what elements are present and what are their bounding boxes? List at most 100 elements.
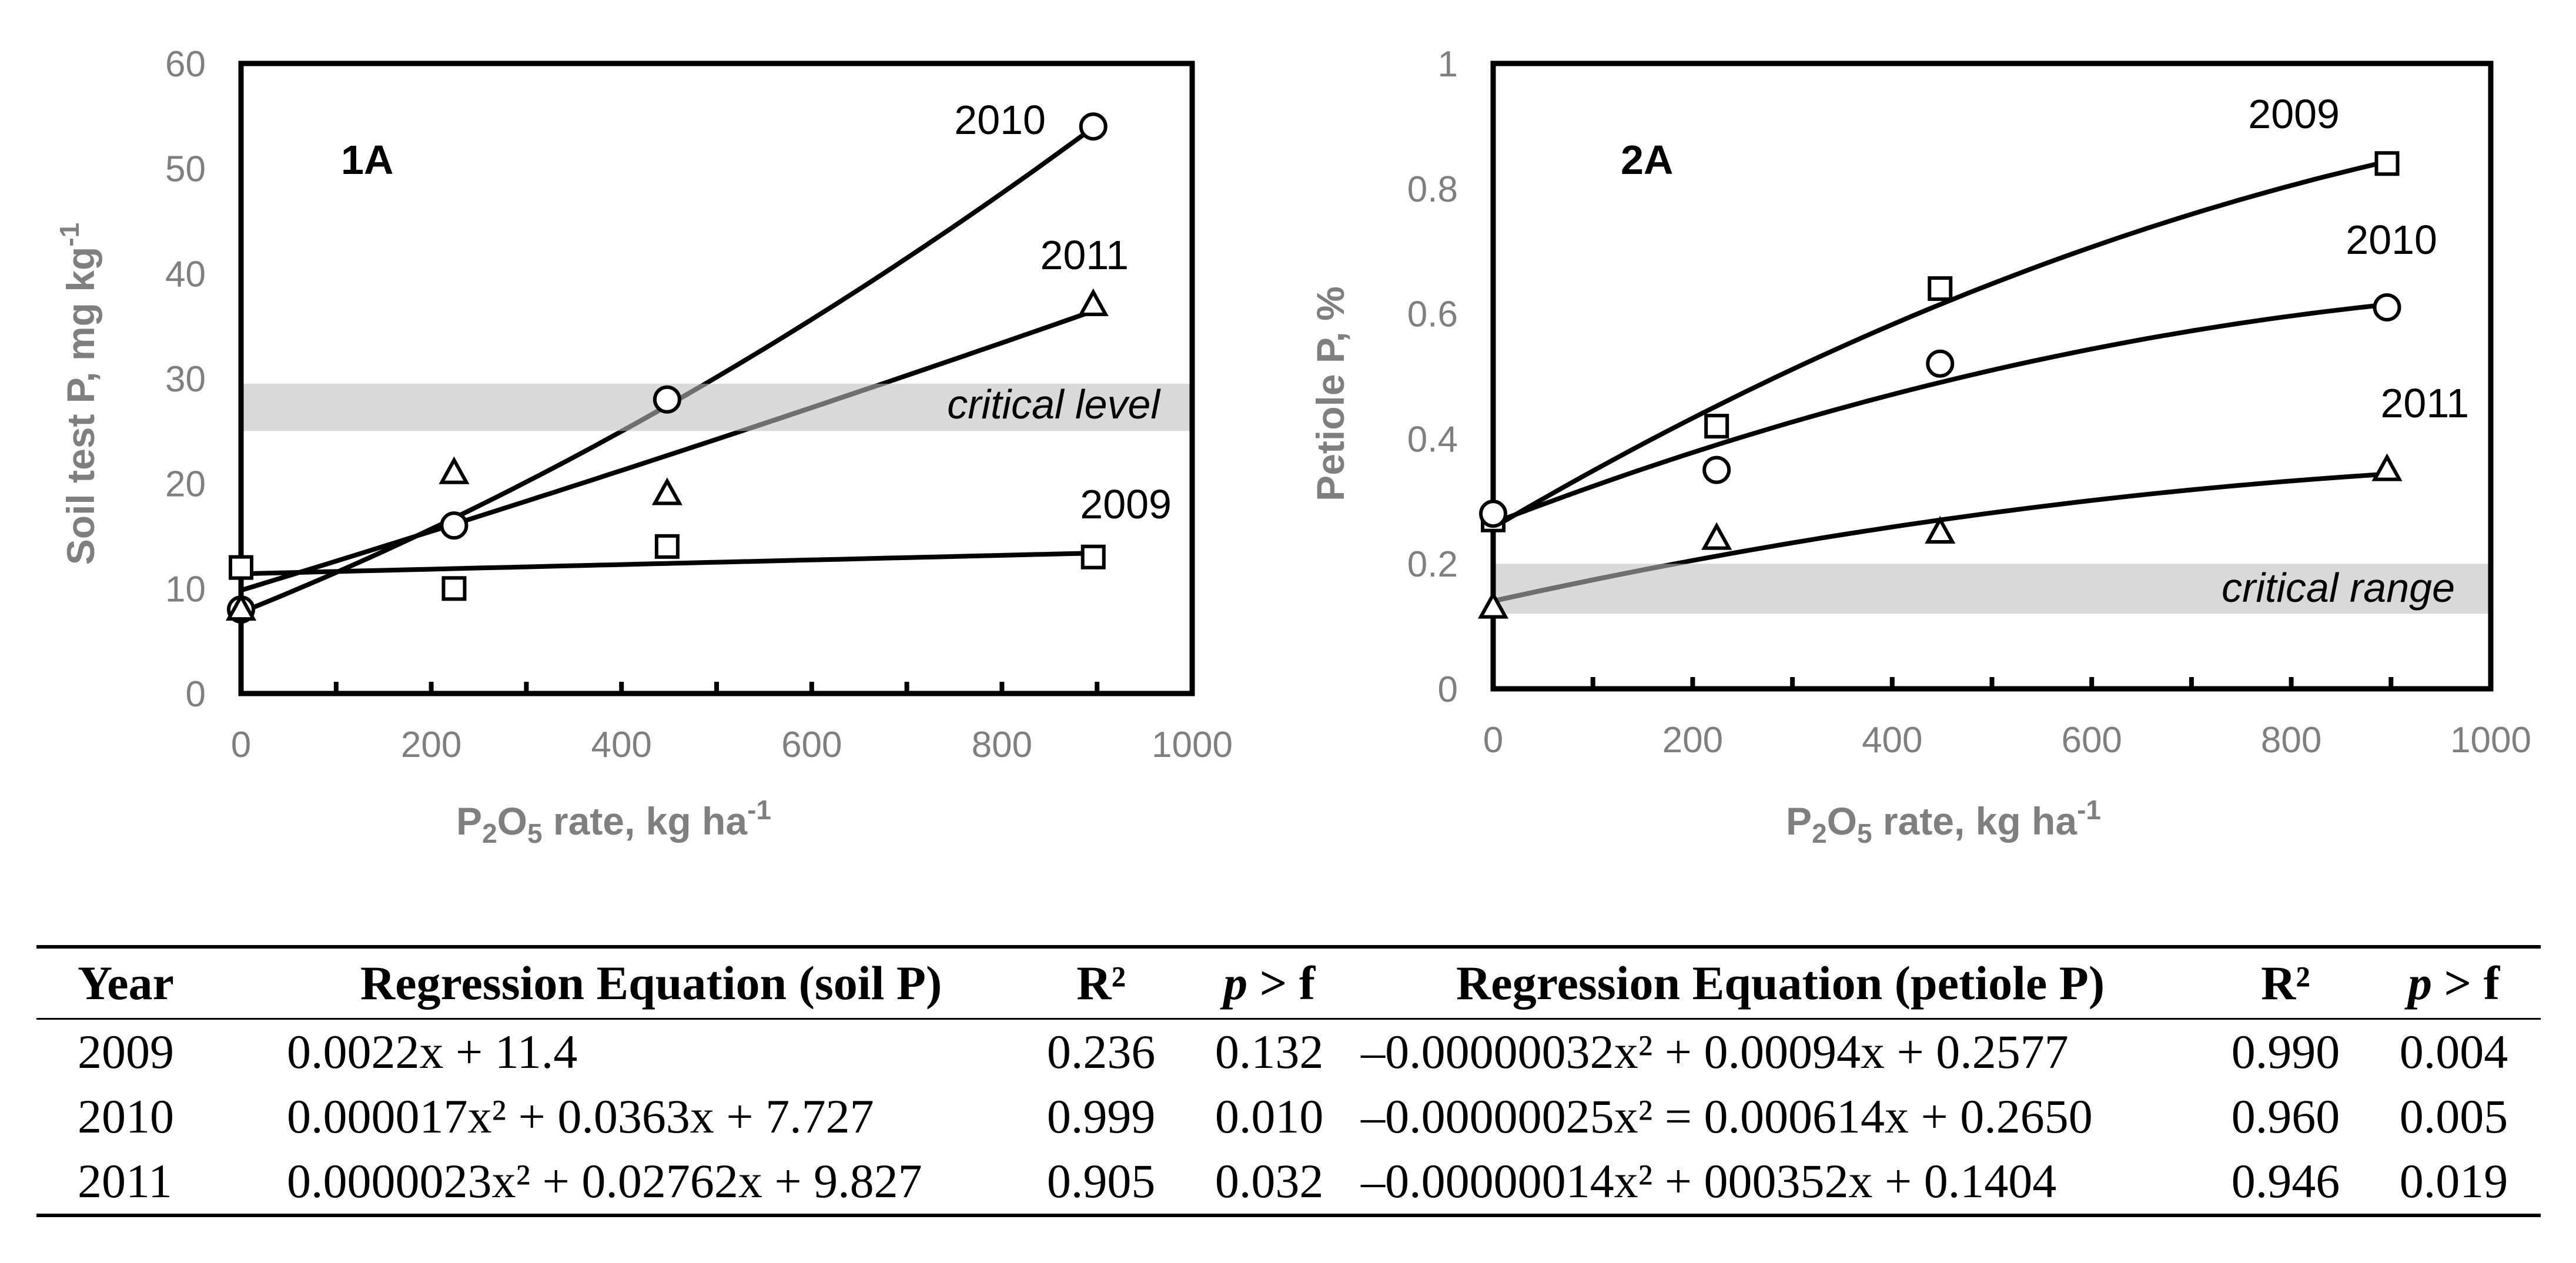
y-tick-label: 0.2 (1407, 544, 1458, 585)
marker-2009 (1080, 544, 1106, 569)
fit-line-in-band (1493, 564, 1688, 604)
marker-2011 (225, 592, 257, 621)
y-axis-title: Soil test P, mg kg-1 (54, 223, 102, 565)
marker-2011 (651, 477, 683, 505)
x-tick-label: 200 (1662, 720, 1723, 761)
x-axis-title: P2O5 rate, kg ha-1 (456, 795, 771, 849)
x-tick-label: 1000 (1152, 725, 1233, 765)
marker-2010 (1479, 500, 1507, 528)
cell-year: 2010 (78, 1090, 174, 1143)
marker-2010 (440, 511, 469, 540)
cell-eq-petiole: –0.00000025x² = 0.000614x + 0.2650 (1361, 1090, 2093, 1143)
panel-label-2a: 2A (1621, 137, 1673, 183)
x-tick-labels: 0 200 400 600 800 1000 (1483, 720, 2531, 761)
marker-2011 (1701, 522, 1732, 550)
table-row: 2011 0.0000023x² + 0.02762x + 9.827 0.90… (36, 1149, 2541, 1215)
y-tick-label: 1 (1438, 44, 1458, 85)
marker-2009 (441, 576, 467, 601)
marker-2009 (1704, 414, 1729, 439)
header-eq-soil: Regression Equation (soil P) (360, 956, 942, 1010)
series-label-2011: 2011 (2380, 380, 2469, 426)
y-tick-label: 0 (1438, 669, 1458, 710)
marker-2009 (1928, 276, 1953, 301)
x-tick-label: 400 (1862, 720, 1922, 761)
header-year: Year (78, 956, 174, 1010)
marker-2011 (439, 456, 470, 484)
cell-eq-petiole: –0.00000032x² + 0.00094x + 0.2577 (1361, 1025, 2069, 1078)
series-label-2009: 2009 (2248, 91, 2340, 137)
petiole-p-chart: 0 0.2 0.4 0.6 0.8 1 0 200 400 600 800 10… (1309, 44, 2531, 849)
x-tick-label: 1000 (2450, 720, 2531, 761)
y-tick-label: 0.4 (1407, 419, 1458, 460)
cell-r2-soil: 0.236 (1046, 1025, 1156, 1078)
fit-line-2009 (1491, 159, 2388, 530)
marker-2010 (2373, 293, 2401, 321)
soil-p-chart: 0 10 20 30 40 50 60 0 200 400 600 800 10… (54, 44, 1233, 849)
y-tick-label: 60 (165, 44, 206, 85)
marker-2010 (1702, 455, 1731, 484)
critical-range-label: critical range (2222, 565, 2455, 611)
cell-r2-soil: 0.999 (1046, 1090, 1156, 1143)
cell-p-petiole: 0.004 (2399, 1025, 2508, 1078)
cell-eq-soil: 0.000017x² + 0.0363x + 7.727 (287, 1090, 874, 1143)
cell-p-soil: 0.132 (1215, 1025, 1324, 1078)
marker-2009 (654, 534, 680, 559)
marker-2011 (1078, 288, 1109, 316)
x-tick-label: 200 (401, 725, 461, 765)
series-label-2009: 2009 (1080, 481, 1172, 527)
marker-2011 (2371, 453, 2403, 481)
y-tick-label: 10 (165, 569, 206, 609)
fit-line-2009 (240, 551, 1093, 577)
x-tick-labels: 0 200 400 600 800 1000 (231, 725, 1233, 765)
header-eq-petiole: Regression Equation (petiole P) (1456, 956, 2105, 1010)
panel-label-1a: 1A (341, 137, 393, 183)
x-axis-title: P2O5 rate, kg ha-1 (1786, 795, 2101, 849)
y-tick-label: 30 (165, 359, 206, 400)
y-tick-label: 50 (165, 149, 206, 190)
cell-r2-petiole: 0.946 (2231, 1154, 2340, 1208)
y-axis-title: Petiole P, % (1309, 286, 1352, 501)
header-p-soil: p > f (1223, 956, 1316, 1010)
regression-table: Year Regression Equation (soil P) R² p >… (36, 945, 2541, 1217)
y-tick-label: 0.6 (1407, 294, 1458, 335)
band-line-overlay (1493, 304, 2387, 604)
y-tick-labels: 0 0.2 0.4 0.6 0.8 1 (1407, 44, 1458, 710)
cell-p-petiole: 0.005 (2399, 1090, 2508, 1143)
table-row: 2009 0.0022x + 11.4 0.236 0.132 –0.00000… (36, 1019, 2541, 1085)
marker-2011 (1477, 591, 1509, 619)
marker-2010 (1926, 349, 1955, 378)
fit-line-in-band (1493, 304, 2387, 523)
x-tick-label: 600 (2061, 720, 2122, 761)
marker-2009 (2374, 151, 2400, 176)
marker-2009 (229, 555, 253, 580)
y-tick-labels: 0 10 20 30 40 50 60 (165, 44, 206, 715)
cell-eq-soil: 0.0000023x² + 0.02762x + 9.827 (287, 1154, 922, 1208)
cell-year: 2011 (78, 1154, 172, 1208)
series-label-2010: 2010 (954, 97, 1046, 143)
cell-r2-petiole: 0.990 (2231, 1025, 2340, 1078)
critical-range-band (1493, 564, 2491, 614)
series-label-2010: 2010 (2346, 217, 2437, 263)
x-tick-label: 800 (2261, 720, 2321, 761)
marker-2011 (1925, 515, 1956, 544)
cell-p-soil: 0.032 (1215, 1154, 1324, 1208)
x-tick-label: 0 (231, 725, 251, 765)
cell-r2-soil: 0.905 (1046, 1154, 1156, 1208)
critical-level-band (241, 383, 1192, 431)
cell-r2-petiole: 0.960 (2231, 1090, 2340, 1143)
cell-year: 2009 (78, 1025, 174, 1078)
series-label-2011: 2011 (1040, 232, 1129, 278)
cell-p-soil: 0.010 (1215, 1090, 1324, 1143)
x-tick-label: 0 (1483, 720, 1503, 761)
marker-2010 (1079, 112, 1108, 141)
cell-eq-soil: 0.0022x + 11.4 (287, 1025, 578, 1078)
y-tick-label: 0 (186, 674, 206, 715)
x-tick-label: 400 (591, 725, 651, 765)
critical-level-label: critical level (947, 381, 1161, 427)
header-p-petiole: p > f (2407, 956, 2500, 1010)
x-tick-label: 800 (972, 725, 1032, 765)
fit-line-2011 (240, 309, 1095, 593)
marker-2010 (653, 385, 681, 414)
fit-line-2010 (1492, 302, 2387, 525)
y-tick-label: 0.8 (1407, 169, 1458, 210)
